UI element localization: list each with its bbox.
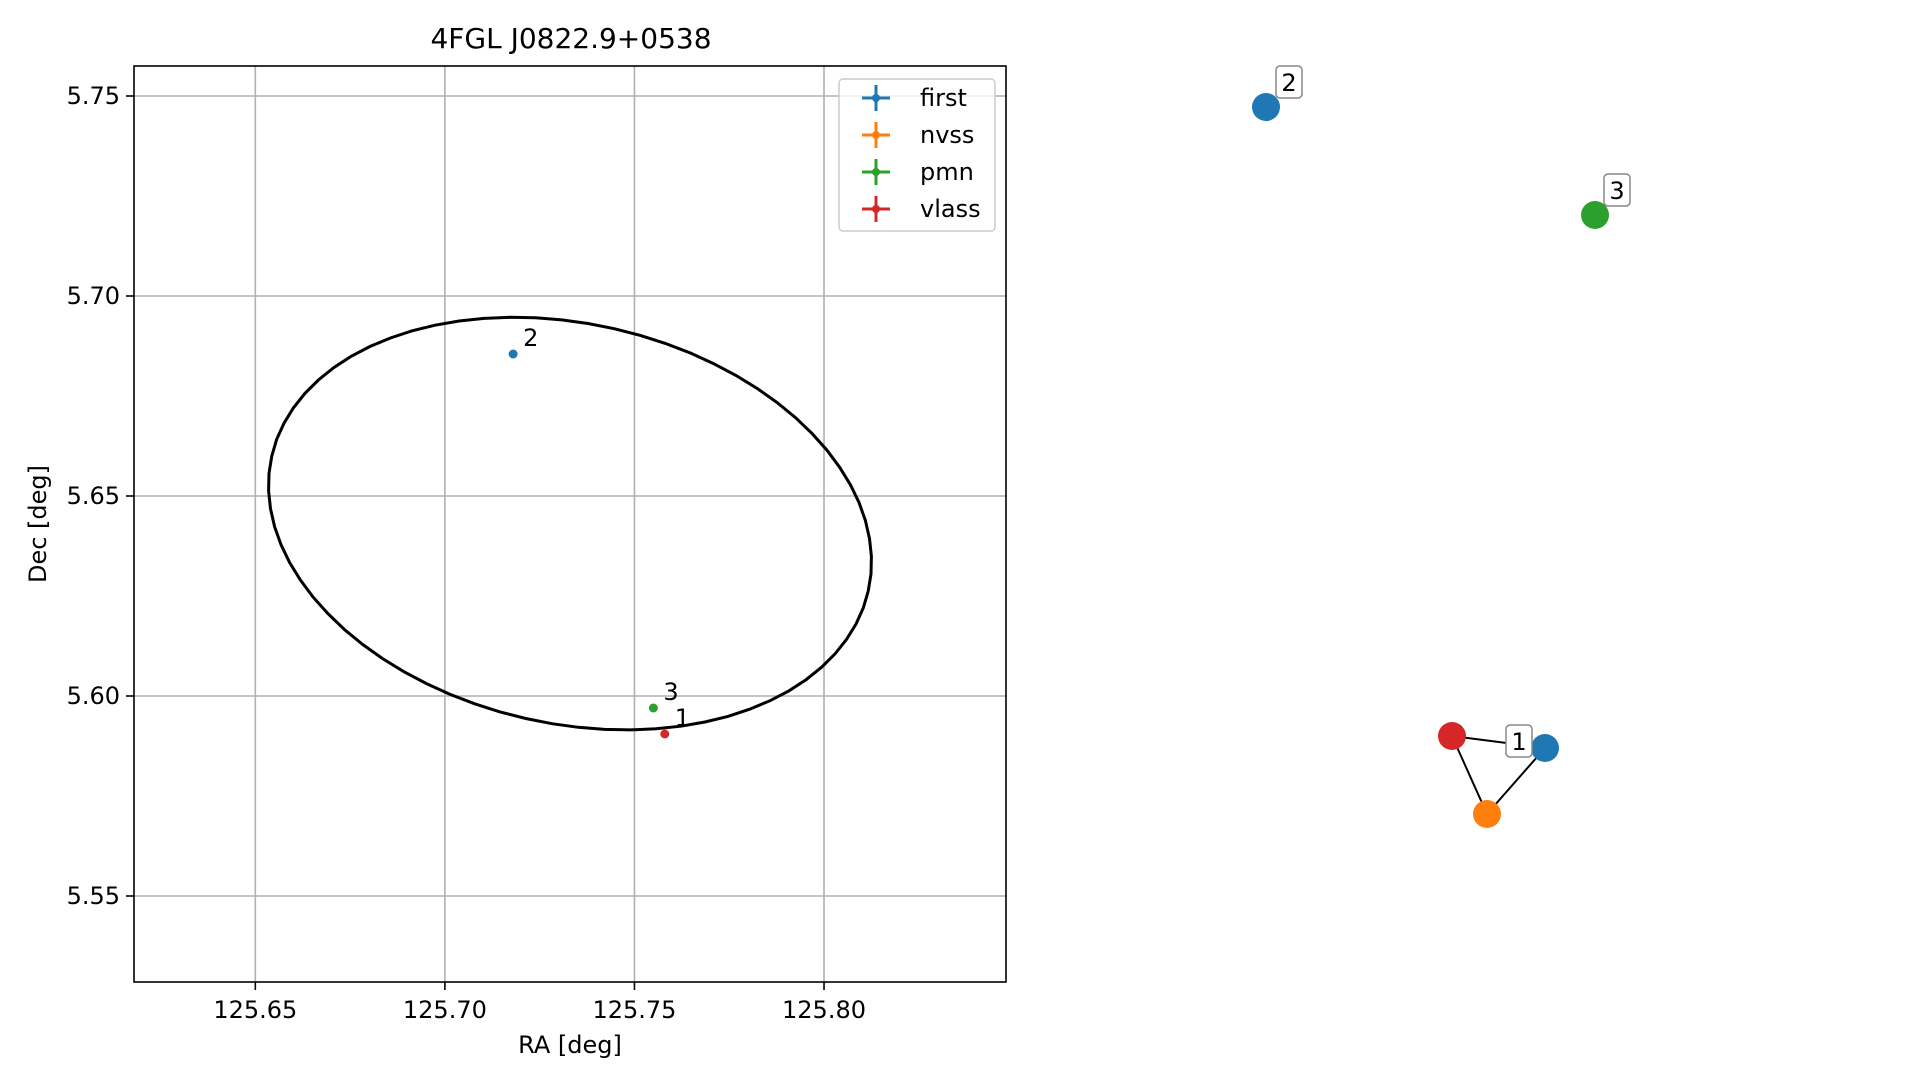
node-vlass-1 (1438, 722, 1466, 750)
legend-label: pmn (920, 158, 974, 186)
x-ticks: 125.65 125.70 125.75 125.80 (213, 982, 866, 1024)
node-label-3: 3 (1603, 173, 1631, 207)
y-tick-label: 5.75 (67, 82, 120, 110)
legend-label: first (920, 84, 967, 112)
legend-entry-pmn: pmn (862, 158, 974, 186)
grid (134, 66, 1006, 982)
node-nvss-1 (1473, 800, 1501, 828)
node-label-2-text: 2 (1281, 69, 1296, 97)
x-tick-label: 125.65 (213, 996, 297, 1024)
legend: first nvss pmn vlass (838, 78, 996, 232)
point-first (508, 349, 518, 359)
x-tick-label: 125.80 (782, 996, 866, 1024)
point-label: 1 (675, 704, 690, 732)
x-axis-label: RA [deg] (518, 1031, 622, 1059)
legend-entry-first: first (862, 84, 967, 112)
edge-first-nvss (1486, 747, 1546, 815)
y-tick-label: 5.65 (67, 482, 120, 510)
group-label-1-text: 1 (1511, 728, 1526, 756)
plot-frame (133, 65, 1007, 983)
y-tick-label: 5.55 (67, 882, 120, 910)
legend-entry-nvss: nvss (862, 121, 974, 149)
legend-marker-dot (872, 94, 880, 102)
network-panel: 2 3 1 (1252, 65, 1631, 828)
error-ellipse (267, 315, 873, 732)
chart-title: 4FGL J0822.9+0538 (430, 22, 711, 55)
network-nodes (1252, 93, 1609, 828)
node-first-1 (1531, 734, 1559, 762)
node-label-3-text: 3 (1609, 177, 1624, 205)
scatter-panel: 4FGL J0822.9+0538 125.65 125.70 125.75 125.… (24, 22, 1007, 1059)
legend-marker-dot (872, 168, 880, 176)
point-pmn (648, 703, 658, 713)
node-first-2 (1252, 93, 1280, 121)
x-tick-label: 125.75 (592, 996, 676, 1024)
y-tick-label: 5.60 (67, 682, 120, 710)
legend-frame (838, 78, 996, 232)
point-label: 3 (663, 678, 678, 706)
point-vlass (660, 729, 670, 739)
point-label: 2 (523, 324, 538, 352)
y-tick-label: 5.70 (67, 282, 120, 310)
y-axis-label: Dec [deg] (24, 465, 52, 583)
node-label-2: 2 (1275, 65, 1303, 99)
legend-marker-dot (872, 205, 880, 213)
legend-label: vlass (920, 195, 981, 223)
legend-marker-dot (872, 131, 880, 139)
y-ticks: 5.55 5.60 5.65 5.70 5.75 (67, 82, 134, 910)
node-pmn-3 (1581, 201, 1609, 229)
data-points: 2 31 (508, 324, 690, 739)
legend-entry-vlass: vlass (862, 195, 981, 223)
x-tick-label: 125.70 (403, 996, 487, 1024)
edge-vlass-nvss (1451, 735, 1488, 815)
legend-label: nvss (920, 121, 974, 149)
group-label-1: 1 (1505, 724, 1533, 758)
